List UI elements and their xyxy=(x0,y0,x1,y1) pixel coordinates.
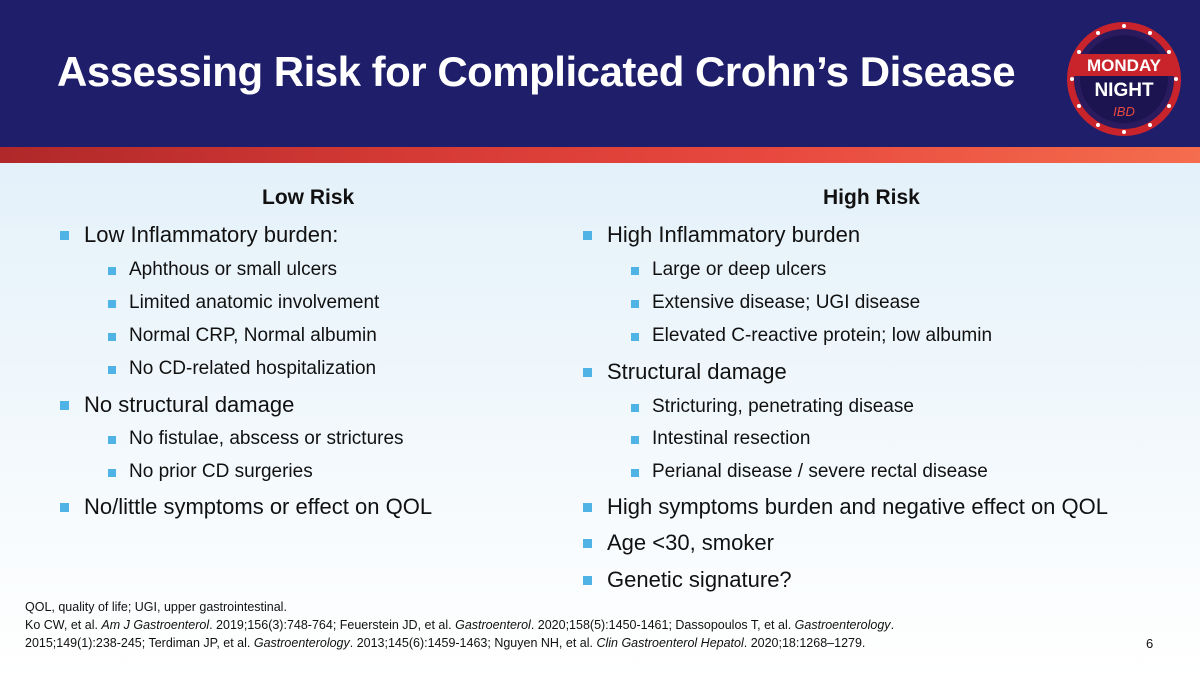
square-bullet-icon xyxy=(108,436,116,444)
square-bullet-icon xyxy=(108,366,116,374)
square-bullet-icon xyxy=(60,401,69,410)
item-text: No CD-related hospitalization xyxy=(129,358,377,379)
title-banner: Assessing Risk for Complicated Crohn’s D… xyxy=(0,0,1200,147)
high-risk-heading: High Risk xyxy=(823,186,920,209)
abbreviations: QOL, quality of life; UGI, upper gastroi… xyxy=(25,600,287,614)
high-risk-item-3: Elevated C-reactive protein; low albumin xyxy=(631,325,993,347)
square-bullet-icon xyxy=(583,368,592,377)
item-text: Genetic signature? xyxy=(607,567,792,592)
references-line-1: Ko CW, et al. Am J Gastroenterol. 2019;1… xyxy=(25,618,895,632)
low-risk-item-7: No prior CD surgeries xyxy=(108,461,313,483)
low-risk-item-1: Aphthous or small ulcers xyxy=(108,259,338,281)
high-risk-item-5: Stricturing, penetrating disease xyxy=(631,396,914,418)
references-line-2: 2015;149(1):238-245; Terdiman JP, et al.… xyxy=(25,636,866,650)
square-bullet-icon xyxy=(583,503,592,512)
high-risk-item-4: Structural damage xyxy=(583,359,787,385)
high-risk-item-7: Perianal disease / severe rectal disease xyxy=(631,461,988,483)
item-text: Low Inflammatory burden: xyxy=(84,222,339,247)
item-text: No fistulae, abscess or strictures xyxy=(129,428,404,449)
item-text: Aphthous or small ulcers xyxy=(129,259,338,280)
item-text: Structural damage xyxy=(607,359,787,384)
square-bullet-icon xyxy=(631,333,639,341)
page-number: 6 xyxy=(1146,636,1154,651)
square-bullet-icon xyxy=(583,576,592,585)
item-text: Elevated C-reactive protein; low albumin xyxy=(652,325,993,346)
logo-line-1: MONDAY xyxy=(1087,56,1162,75)
high-risk-item-2: Extensive disease; UGI disease xyxy=(631,292,921,314)
square-bullet-icon xyxy=(583,231,592,240)
item-text: Large or deep ulcers xyxy=(652,259,827,280)
logo-line-3: IBD xyxy=(1113,104,1135,119)
slide-title: Assessing Risk for Complicated Crohn’s D… xyxy=(57,48,1016,95)
high-risk-item-0: High Inflammatory burden xyxy=(583,222,861,248)
item-text: High Inflammatory burden xyxy=(607,222,861,247)
low-risk-item-0: Low Inflammatory burden: xyxy=(60,222,339,248)
item-text: High symptoms burden and negative effect… xyxy=(607,494,1108,519)
low-risk-item-2: Limited anatomic involvement xyxy=(108,292,380,314)
low-risk-item-8: No/little symptoms or effect on QOL xyxy=(60,494,433,520)
high-risk-item-10: Genetic signature? xyxy=(583,567,792,593)
low-risk-item-5: No structural damage xyxy=(60,392,295,418)
square-bullet-icon xyxy=(631,300,639,308)
high-risk-item-1: Large or deep ulcers xyxy=(631,259,827,281)
square-bullet-icon xyxy=(631,469,639,477)
square-bullet-icon xyxy=(631,436,639,444)
item-text: Age <30, smoker xyxy=(607,530,774,555)
low-risk-item-4: No CD-related hospitalization xyxy=(108,358,377,380)
square-bullet-icon xyxy=(108,300,116,308)
item-text: Extensive disease; UGI disease xyxy=(652,292,921,313)
item-text: No structural damage xyxy=(84,392,295,417)
accent-stripe xyxy=(0,147,1200,163)
monday-night-ibd-logo-icon: MONDAY NIGHT IBD xyxy=(1067,22,1181,136)
square-bullet-icon xyxy=(60,503,69,512)
low-risk-heading: Low Risk xyxy=(262,186,355,209)
high-risk-item-9: Age <30, smoker xyxy=(583,530,774,556)
square-bullet-icon xyxy=(108,469,116,477)
item-text: No/little symptoms or effect on QOL xyxy=(84,494,433,519)
item-text: No prior CD surgeries xyxy=(129,461,313,482)
item-text: Perianal disease / severe rectal disease xyxy=(652,461,988,482)
item-text: Normal CRP, Normal albumin xyxy=(129,325,377,346)
footnotes: QOL, quality of life; UGI, upper gastroi… xyxy=(25,598,1165,652)
square-bullet-icon xyxy=(108,267,116,275)
square-bullet-icon xyxy=(631,404,639,412)
square-bullet-icon xyxy=(108,333,116,341)
square-bullet-icon xyxy=(631,267,639,275)
high-risk-item-8: High symptoms burden and negative effect… xyxy=(583,494,1108,520)
low-risk-item-3: Normal CRP, Normal albumin xyxy=(108,325,377,347)
square-bullet-icon xyxy=(583,539,592,548)
logo-line-2: NIGHT xyxy=(1094,80,1154,101)
low-risk-item-6: No fistulae, abscess or strictures xyxy=(108,428,404,450)
square-bullet-icon xyxy=(60,231,69,240)
item-text: Intestinal resection xyxy=(652,428,811,449)
item-text: Stricturing, penetrating disease xyxy=(652,396,914,417)
item-text: Limited anatomic involvement xyxy=(129,292,380,313)
high-risk-item-6: Intestinal resection xyxy=(631,428,811,450)
